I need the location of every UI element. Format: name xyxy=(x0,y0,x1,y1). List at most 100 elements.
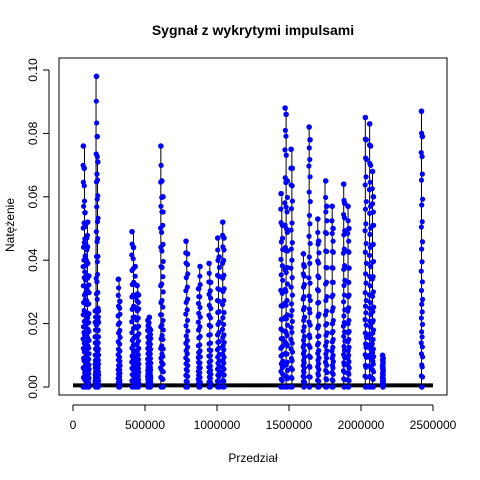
pulse-point xyxy=(329,203,336,210)
pulse-point xyxy=(184,317,191,324)
pulse-point xyxy=(159,264,165,271)
pulse-point xyxy=(147,341,153,347)
pulse-point xyxy=(221,360,227,366)
pulse-point xyxy=(184,337,190,344)
pulse-point xyxy=(284,359,290,365)
pulse-point xyxy=(346,336,352,343)
pulse-point xyxy=(370,209,376,215)
pulse-point xyxy=(184,357,191,363)
pulse-point xyxy=(367,300,374,306)
pulse-point xyxy=(94,120,100,126)
pulse-point xyxy=(289,375,295,381)
pulse-point xyxy=(206,270,212,276)
pulse-point xyxy=(117,348,123,354)
pulse-point xyxy=(117,341,123,347)
pulse-point xyxy=(322,178,329,184)
pulse-point xyxy=(216,298,222,304)
pulse-point xyxy=(346,317,352,324)
pulse-point xyxy=(346,371,352,377)
pulse-point xyxy=(307,374,313,380)
pulse-point xyxy=(370,289,376,295)
pulse-point xyxy=(346,292,352,298)
pulse-point xyxy=(197,369,203,376)
pulse-point xyxy=(370,376,376,382)
pulse-point xyxy=(85,244,91,250)
pulse-point xyxy=(367,231,373,237)
pulse-point xyxy=(330,317,336,324)
pulse-point xyxy=(135,315,141,321)
pulse-point xyxy=(93,229,99,235)
pulse-point xyxy=(94,296,100,302)
pulse-point xyxy=(341,282,347,289)
pulse-point xyxy=(221,286,227,292)
pulse-point xyxy=(419,219,425,225)
pulse-point xyxy=(370,327,377,333)
pulse-point xyxy=(129,319,135,325)
pulse-point xyxy=(307,136,313,143)
pulse-point xyxy=(220,301,226,308)
pulse-point xyxy=(340,299,347,305)
pulse-point xyxy=(345,230,351,237)
x-tick-label: 500000 xyxy=(125,418,165,432)
pulse-point xyxy=(95,253,101,260)
pulse-point xyxy=(418,315,424,321)
pulse-point xyxy=(195,285,202,292)
pulse-point xyxy=(330,238,336,244)
pulse-point xyxy=(80,143,87,149)
pulse-point xyxy=(315,229,321,236)
pulse-point xyxy=(86,311,92,317)
pulse-point xyxy=(363,174,369,180)
pulse-point xyxy=(148,346,154,352)
pulse-point xyxy=(307,384,313,390)
pulse-point xyxy=(135,299,141,306)
y-tick-label: 0.04 xyxy=(26,248,40,272)
pulse-point xyxy=(82,253,89,259)
pulse-point xyxy=(369,293,376,300)
pulse-point xyxy=(184,384,191,390)
pulse-point xyxy=(279,343,285,350)
pulse-point xyxy=(367,143,374,149)
pulse-point xyxy=(362,206,369,212)
pulse-point xyxy=(215,247,221,253)
pulse-point xyxy=(420,296,426,302)
y-axis: 0.00 0.02 0.04 0.06 0.08 0.10 xyxy=(26,58,50,399)
pulse-point xyxy=(158,203,164,209)
pulse-point xyxy=(197,294,203,300)
pulse-point xyxy=(158,162,164,168)
pulse-point xyxy=(368,263,374,270)
pulse-point xyxy=(301,263,308,270)
pulse-point xyxy=(95,365,101,371)
pulse-point xyxy=(284,281,291,287)
pulse-point xyxy=(341,343,347,350)
pulse-point xyxy=(184,307,190,313)
pulse-point xyxy=(288,324,294,331)
pulse-point xyxy=(301,354,308,360)
pulse-point xyxy=(288,265,294,271)
pulse-point xyxy=(362,249,368,255)
pulse-point xyxy=(315,260,322,266)
pulse-point xyxy=(307,156,313,163)
pulse-point xyxy=(160,384,166,390)
pulse-point xyxy=(130,256,136,262)
pulse-point xyxy=(284,376,290,382)
pulse-point xyxy=(306,275,312,281)
pulse-point xyxy=(184,251,191,257)
pulse-point xyxy=(363,322,369,328)
pulse-point xyxy=(316,275,322,281)
y-tick-label: 0.10 xyxy=(26,58,40,82)
pulse-point xyxy=(341,369,348,375)
pulse-point xyxy=(136,331,142,337)
pulse-point xyxy=(148,360,154,366)
x-tick-label: 2500000 xyxy=(410,418,457,432)
pulse-point xyxy=(301,369,307,376)
pulse-point xyxy=(362,228,368,234)
pulse-point xyxy=(324,265,330,271)
pulse-point xyxy=(221,235,227,241)
pulse-point xyxy=(316,250,322,256)
pulse-point xyxy=(419,259,425,265)
pulse-point xyxy=(220,315,226,321)
y-tick-label: 0.08 xyxy=(26,121,40,145)
pulse-point xyxy=(370,241,376,247)
pulse-point xyxy=(316,384,322,390)
pulse-point xyxy=(306,212,313,219)
